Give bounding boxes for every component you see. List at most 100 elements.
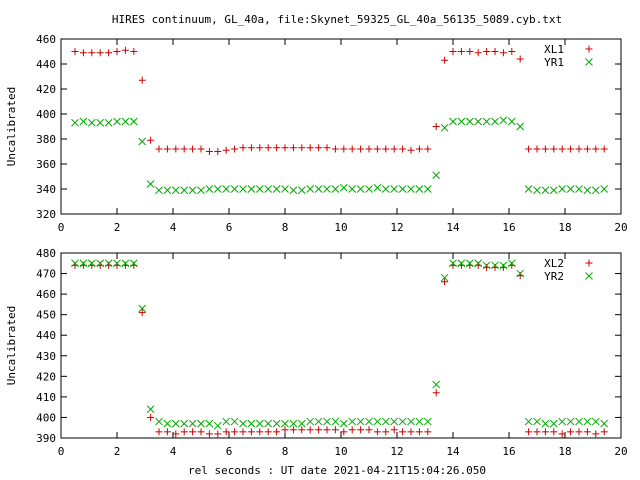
- x-tick-label: 0: [58, 445, 65, 458]
- marker-stroke: [390, 185, 399, 193]
- data-point: [398, 185, 407, 193]
- y-tick-label: 450: [36, 309, 56, 322]
- data-point: [289, 186, 298, 195]
- data-point: [230, 417, 239, 426]
- marker-stroke: [272, 185, 281, 193]
- data-point: [449, 259, 457, 268]
- data-point: [373, 428, 381, 436]
- data-point: [499, 49, 507, 57]
- data-point: [96, 49, 104, 57]
- data-point: [189, 428, 197, 436]
- marker-stroke: [457, 117, 466, 126]
- data-point: [575, 145, 583, 153]
- marker-stroke: [575, 185, 583, 193]
- legend-label: YR1: [544, 56, 564, 69]
- data-point: [491, 48, 499, 55]
- marker-stroke: [507, 259, 516, 268]
- data-point: [483, 48, 491, 55]
- data-point: [163, 186, 172, 195]
- marker-stroke: [499, 116, 508, 125]
- data-point: [205, 148, 213, 155]
- data-point: [390, 185, 399, 193]
- marker-stroke: [583, 417, 592, 426]
- data-point: [205, 419, 214, 428]
- data-point: [566, 185, 575, 193]
- data-point: [575, 428, 583, 436]
- marker-stroke: [407, 417, 415, 426]
- y-tick-label: 340: [36, 183, 56, 196]
- marker-stroke: [373, 183, 382, 192]
- x-tick-label: 2: [114, 221, 121, 234]
- marker-stroke: [381, 417, 390, 426]
- data-point: [264, 185, 273, 193]
- data-point: [499, 116, 508, 125]
- series-yr1: [71, 116, 609, 195]
- marker-stroke: [213, 421, 222, 430]
- x-tick-label: 16: [502, 221, 515, 234]
- data-point: [256, 428, 264, 436]
- marker-stroke: [323, 417, 331, 426]
- data-point: [550, 145, 558, 153]
- data-point: [197, 419, 205, 428]
- data-point: [247, 428, 255, 436]
- data-point: [298, 144, 306, 152]
- x-tick-label: 10: [334, 221, 347, 234]
- data-point: [348, 145, 356, 153]
- marker-stroke: [113, 117, 121, 126]
- data-point: [407, 417, 415, 426]
- data-point: [281, 426, 289, 434]
- data-point: [213, 421, 222, 430]
- data-point: [516, 122, 525, 131]
- data-point: [415, 428, 423, 436]
- marker-stroke: [138, 304, 147, 313]
- y-axis-label: Uncalibrated: [5, 87, 18, 166]
- data-point: [457, 117, 466, 126]
- data-point: [567, 145, 575, 153]
- legend-marker: [585, 45, 593, 53]
- data-point: [87, 118, 96, 127]
- data-point: [524, 417, 533, 426]
- data-point: [340, 145, 348, 153]
- marker-stroke: [415, 185, 424, 193]
- marker-stroke: [398, 185, 407, 193]
- data-point: [533, 186, 541, 195]
- data-point: [163, 145, 171, 153]
- marker-stroke: [289, 419, 298, 428]
- data-point: [138, 76, 146, 84]
- data-point: [507, 259, 516, 268]
- marker-stroke: [390, 417, 399, 426]
- x-tick-label: 8: [282, 445, 289, 458]
- marker-stroke: [449, 259, 457, 268]
- data-point: [121, 46, 129, 54]
- data-point: [281, 185, 289, 193]
- data-point: [205, 185, 214, 193]
- data-point: [600, 185, 609, 193]
- marker-stroke: [138, 137, 147, 146]
- data-point: [399, 145, 407, 153]
- data-point: [482, 261, 491, 270]
- marker-stroke: [180, 186, 189, 195]
- marker-stroke: [188, 419, 197, 428]
- y-tick-label: 360: [36, 158, 56, 171]
- marker-stroke: [491, 261, 499, 270]
- marker-stroke: [423, 417, 432, 426]
- marker-stroke: [96, 259, 105, 268]
- data-point: [331, 145, 339, 153]
- y-tick-label: 400: [36, 108, 56, 121]
- marker-stroke: [146, 180, 155, 188]
- marker-stroke: [499, 261, 508, 270]
- series-yr2: [71, 259, 609, 430]
- data-point: [357, 426, 365, 434]
- data-point: [188, 186, 197, 195]
- marker-stroke: [230, 185, 239, 193]
- data-point: [323, 426, 331, 434]
- data-point: [432, 389, 440, 397]
- marker-stroke: [516, 122, 525, 131]
- data-point: [491, 117, 499, 126]
- marker-stroke: [331, 417, 340, 426]
- data-point: [230, 185, 239, 193]
- data-point: [180, 186, 189, 195]
- marker-stroke: [415, 417, 424, 426]
- data-point: [121, 117, 130, 126]
- data-point: [273, 144, 281, 152]
